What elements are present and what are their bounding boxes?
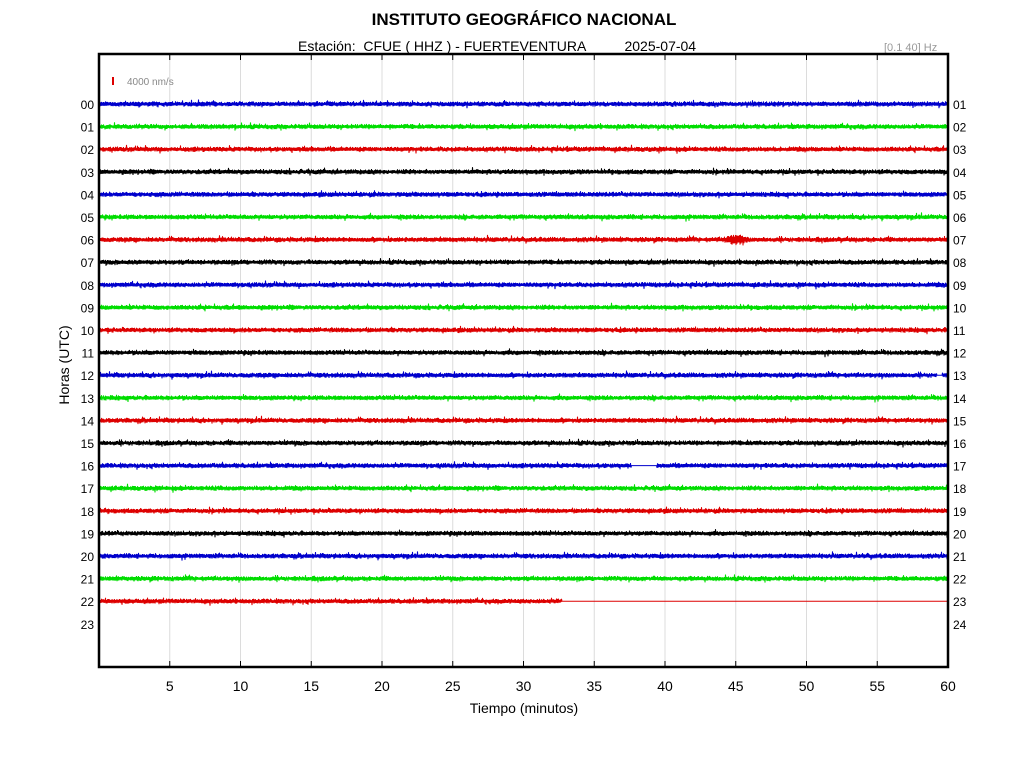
trace-hour-09	[99, 302, 949, 312]
hour-label-right-13: 13	[953, 369, 967, 383]
hour-label-right-09: 09	[953, 279, 967, 293]
trace-hour-14	[99, 415, 949, 425]
hour-label-right-03: 03	[953, 143, 967, 157]
trace-hour-22	[99, 597, 948, 606]
hour-label-right-17: 17	[953, 460, 967, 474]
hour-label-left-17: 17	[81, 482, 95, 496]
hour-label-left-14: 14	[81, 414, 95, 428]
trace-hour-12	[99, 370, 949, 380]
hour-label-left-19: 19	[81, 527, 95, 541]
trace-hour-04	[99, 190, 949, 199]
hour-label-right-06: 06	[953, 211, 967, 225]
hour-label-left-15: 15	[81, 437, 95, 451]
x-tick-label-10: 10	[233, 678, 249, 694]
x-tick-label-5: 5	[166, 678, 174, 694]
grid-lines	[169, 54, 878, 667]
hour-label-right-15: 15	[953, 414, 967, 428]
hour-label-right-05: 05	[953, 188, 967, 202]
minute-tick-labels: 5 10 15 20 25 30 35 40 45 50 55 60	[166, 54, 956, 694]
trace-hour-19	[99, 529, 949, 538]
hour-label-right-22: 22	[953, 573, 967, 587]
hour-label-left-13: 13	[81, 392, 95, 406]
trace-hour-07	[99, 257, 949, 267]
x-tick-label-15: 15	[303, 678, 319, 694]
hour-label-left-00: 00	[81, 98, 95, 112]
trace-hour-01	[99, 122, 949, 132]
hour-label-left-21: 21	[81, 573, 95, 587]
hour-label-right-18: 18	[953, 482, 967, 496]
trace-hour-15	[99, 438, 949, 448]
trace-hour-16	[99, 461, 949, 470]
hour-label-left-01: 01	[81, 121, 95, 135]
hour-label-right-11: 11	[953, 324, 966, 338]
hour-label-left-09: 09	[81, 301, 95, 315]
hour-label-right-10: 10	[953, 301, 967, 315]
scale-label: 4000 nm/s	[127, 77, 174, 88]
hour-label-left-06: 06	[81, 234, 95, 248]
x-tick-label-60: 60	[940, 678, 956, 694]
chart-title: INSTITUTO GEOGRÁFICO NACIONAL	[371, 10, 677, 29]
hour-label-right-21: 21	[953, 550, 967, 564]
trace-hour-03	[99, 167, 949, 176]
trace-hour-13	[99, 393, 949, 403]
trace-hour-10	[99, 325, 949, 335]
hour-label-left-05: 05	[81, 211, 95, 225]
hour-label-left-10: 10	[81, 324, 95, 338]
hour-label-right-07: 07	[953, 234, 967, 248]
station-name: CFUE ( HHZ ) - FUERTEVENTURA	[363, 38, 586, 54]
hour-label-right-23: 23	[953, 595, 967, 609]
hour-label-right-24: 24	[953, 618, 967, 632]
hour-label-right-08: 08	[953, 256, 967, 270]
trace-hour-20	[99, 551, 949, 561]
chart-subtitle: Estación: CFUE ( HHZ ) - FUERTEVENTURA 2…	[298, 38, 696, 54]
trace-hour-17	[99, 483, 949, 493]
hour-label-left-03: 03	[81, 166, 95, 180]
hour-label-left-20: 20	[81, 550, 95, 564]
hour-label-left-07: 07	[81, 256, 95, 270]
scale-bar	[112, 77, 114, 85]
hour-label-left-18: 18	[81, 505, 95, 519]
hour-label-left-02: 02	[81, 143, 95, 157]
x-axis-label: Tiempo (minutos)	[469, 700, 579, 716]
hour-label-left-11: 11	[82, 347, 95, 361]
amplitude-scale: 4000 nm/s	[112, 77, 174, 88]
station-label: Estación:	[298, 38, 356, 54]
hour-label-left-08: 08	[81, 279, 95, 293]
hour-label-left-16: 16	[81, 460, 95, 474]
trace-hour-00	[99, 99, 949, 109]
x-tick-label-45: 45	[728, 678, 744, 694]
hour-label-right-12: 12	[953, 347, 967, 361]
x-tick-label-20: 20	[374, 678, 390, 694]
seismogram-traces	[99, 99, 949, 606]
trace-hour-05	[99, 212, 949, 222]
trace-hour-02	[99, 144, 949, 154]
trace-hour-08	[99, 280, 949, 290]
hour-tick-labels: 00 01 02 03 04 05 06 07 08 09 10 11 12 13 14 15 16 17 18 19…	[81, 98, 967, 632]
hour-label-right-01: 01	[953, 98, 967, 112]
hour-label-right-20: 20	[953, 527, 967, 541]
trace-hour-11	[99, 348, 949, 358]
filter-band: [0.1 40] Hz	[884, 42, 938, 54]
hour-label-left-23: 23	[81, 618, 95, 632]
hour-label-left-22: 22	[81, 595, 95, 609]
hour-label-left-12: 12	[81, 369, 95, 383]
hour-label-right-04: 04	[953, 166, 967, 180]
x-tick-label-50: 50	[799, 678, 815, 694]
hour-label-left-04: 04	[81, 188, 95, 202]
hour-label-right-19: 19	[953, 505, 967, 519]
plot-frame	[97, 52, 950, 669]
trace-hour-06	[99, 234, 949, 246]
hour-label-right-14: 14	[953, 392, 967, 406]
hour-label-right-16: 16	[953, 437, 967, 451]
x-tick-label-40: 40	[657, 678, 673, 694]
trace-hour-18	[99, 506, 949, 515]
x-tick-label-55: 55	[869, 678, 885, 694]
trace-hour-21	[99, 574, 949, 583]
x-tick-label-25: 25	[445, 678, 461, 694]
record-date: 2025-07-04	[624, 38, 697, 54]
x-tick-label-35: 35	[586, 678, 602, 694]
hour-label-right-02: 02	[953, 121, 967, 135]
x-tick-label-30: 30	[516, 678, 532, 694]
